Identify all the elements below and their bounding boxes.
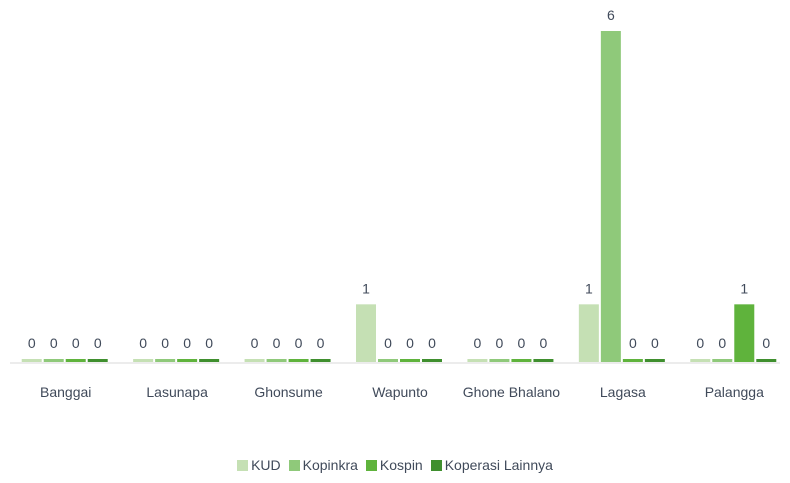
data-label: 0 (696, 335, 704, 351)
x-tick-label: Ghone Bhalano (462, 384, 561, 400)
bar (622, 359, 643, 362)
bar (511, 359, 532, 362)
data-label: 1 (362, 280, 370, 296)
bar (756, 359, 777, 362)
bar (600, 31, 621, 362)
bar (244, 359, 265, 362)
data-label: 6 (607, 7, 615, 23)
data-label: 0 (273, 335, 281, 351)
bar (310, 359, 331, 362)
data-label: 0 (183, 335, 191, 351)
bar (21, 359, 42, 362)
bar (578, 304, 599, 362)
bar (356, 304, 376, 362)
data-label: 0 (651, 335, 659, 351)
bar (489, 359, 510, 362)
x-tick-label: Banggai (40, 384, 92, 400)
legend-item: Koperasi Lainnya (430, 457, 553, 473)
bar (199, 359, 220, 362)
data-label: 0 (474, 335, 482, 351)
legend-item: Kopinkra (288, 457, 358, 473)
bar (690, 359, 711, 362)
legend-item: Kospin (365, 457, 423, 473)
bar (65, 359, 86, 362)
legend-swatch (288, 460, 300, 471)
legend: KUD Kopinkra Kospin Koperasi Lainnya (0, 457, 790, 473)
data-label: 0 (496, 335, 504, 351)
bar (87, 359, 108, 362)
bar (422, 359, 442, 362)
legend-swatch (365, 460, 377, 471)
legend-swatch (237, 460, 249, 471)
data-label: 0 (139, 335, 147, 351)
x-tick-label: Lasunapa (146, 384, 208, 400)
legend-label: KUD (251, 457, 281, 473)
data-label: 0 (384, 335, 392, 351)
data-label: 0 (718, 335, 726, 351)
bar (400, 359, 420, 362)
x-tick-label: Wapunto (372, 384, 428, 400)
legend-label: Kospin (379, 457, 423, 473)
data-label: 0 (50, 335, 58, 351)
data-label: 1 (740, 280, 748, 296)
bar (288, 359, 309, 362)
legend-label: Koperasi Lainnya (444, 457, 553, 473)
bar (712, 359, 733, 362)
bar (644, 359, 665, 362)
data-label: 0 (72, 335, 80, 351)
x-tick-label: Palangga (704, 384, 764, 400)
data-label: 1 (585, 280, 593, 296)
data-label: 0 (94, 335, 102, 351)
data-label: 0 (251, 335, 259, 351)
bar (177, 359, 198, 362)
bar (155, 359, 176, 362)
bar (467, 359, 488, 362)
bar (266, 359, 287, 362)
data-label: 0 (317, 335, 325, 351)
bar (378, 359, 398, 362)
data-label: 0 (205, 335, 213, 351)
data-label: 0 (161, 335, 169, 351)
bar (43, 359, 64, 362)
x-tick-label: Ghonsume (254, 384, 323, 400)
bar (734, 304, 755, 362)
data-label: 0 (518, 335, 526, 351)
bar (533, 359, 554, 362)
data-label: 0 (762, 335, 770, 351)
data-label: 0 (295, 335, 303, 351)
x-tick-label: Lagasa (599, 384, 646, 400)
bar (133, 359, 154, 362)
legend-label: Kopinkra (302, 457, 358, 473)
data-label: 0 (428, 335, 436, 351)
data-label: 0 (406, 335, 414, 351)
data-label: 0 (629, 335, 637, 351)
data-label: 0 (28, 335, 36, 351)
legend-item: KUD (237, 457, 281, 473)
legend-swatch (430, 460, 442, 471)
data-label: 0 (540, 335, 548, 351)
